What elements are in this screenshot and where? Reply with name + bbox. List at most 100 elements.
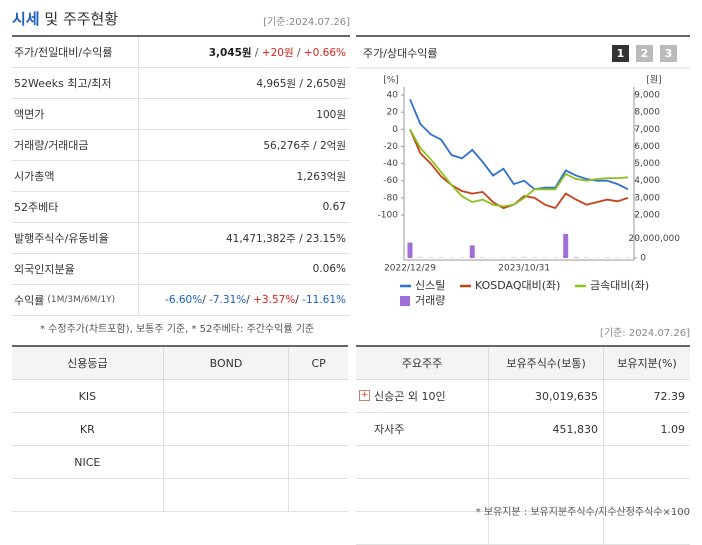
- cell: [356, 479, 489, 512]
- value-part: 3,045원: [209, 47, 252, 59]
- label-text: 시가총액: [14, 168, 54, 184]
- volume-tick-label: 0: [640, 254, 646, 264]
- y-tick-label: 20: [387, 108, 399, 118]
- row-value: 1,263억원: [139, 169, 350, 184]
- value-part: +20원: [262, 47, 294, 59]
- cell: [163, 479, 289, 512]
- y-tick-label: -60: [383, 176, 398, 186]
- y-tick-label: -20: [383, 142, 398, 152]
- cell: 451,830: [489, 413, 604, 446]
- cell: [489, 446, 604, 479]
- row-label: 주가/전일대비/수익률: [12, 37, 139, 67]
- x-tick-label: 2023/10/31: [498, 264, 550, 274]
- x-tick-label: 2022/12/29: [384, 264, 436, 274]
- value-part: 0.67: [323, 201, 346, 213]
- header-cell: 주요주주: [356, 346, 489, 380]
- y-tick-label: -40: [383, 159, 398, 169]
- label-text: 발행주식수/유동비율: [14, 230, 109, 246]
- row-value: 100원: [139, 107, 350, 122]
- header-cell: 보유지분(%): [604, 346, 690, 380]
- label-text: 주가/전일대비/수익률: [14, 44, 113, 60]
- value-part: 41,471,382주 / 23.15%: [226, 233, 346, 245]
- axis-unit: [원]: [646, 75, 661, 86]
- y2-tick-label: 4,000: [634, 176, 660, 186]
- footnote: * 보유지분 : 보유지분주식수/지수산정주식수×100: [476, 503, 690, 518]
- value-part: +3.57%: [253, 294, 295, 306]
- row-value: 0.67: [139, 201, 350, 213]
- row-label: 52Weeks 최고/최저: [12, 68, 139, 98]
- row: [356, 446, 690, 479]
- y2-tick-label: 9,000: [634, 91, 660, 101]
- row-label: 액면가: [12, 99, 139, 129]
- agency: NICE: [12, 446, 163, 479]
- header-cell: BOND: [163, 346, 289, 380]
- agency: KR: [12, 413, 163, 446]
- series-line: [410, 99, 628, 189]
- volume-bar: [563, 234, 568, 258]
- row: KIS: [12, 380, 348, 413]
- cell: [289, 479, 348, 512]
- y2-tick-label: 8,000: [634, 108, 660, 118]
- value-part: -7.31%: [209, 294, 246, 306]
- tab-label: 1: [617, 47, 625, 60]
- value-part: /: [294, 47, 304, 59]
- axis-unit: [%]: [383, 76, 399, 86]
- y-tick-label: -100: [378, 211, 399, 221]
- volume-bar: [470, 245, 475, 258]
- legend-label: KOSDAQ대비(좌): [475, 279, 560, 292]
- price-row: 52Weeks 최고/최저 4,965원 / 2,650원: [12, 68, 350, 99]
- title-sub: 및 주주현황: [44, 10, 118, 28]
- expand-icon[interactable]: +: [359, 390, 370, 401]
- y2-tick-label: 3,000: [634, 193, 660, 203]
- row: KR: [12, 413, 348, 446]
- cell: [163, 380, 289, 413]
- row: [12, 479, 348, 512]
- row: NICE: [12, 446, 348, 479]
- cell: 72.39: [604, 380, 690, 413]
- date: [기준:2024.07.26]: [263, 13, 350, 28]
- cell: 30,019,635: [489, 380, 604, 413]
- label-text: 외국인지분율: [14, 261, 75, 277]
- y-tick-label: -80: [383, 193, 398, 203]
- label-note: (1M/3M/6M/1Y): [47, 295, 115, 305]
- chart: 주가/상대수익률 1 2 3 [%] [원] 40 20 0 -20 -40 -60 -80 -100 9…: [356, 37, 690, 319]
- price-row: 액면가 100원: [12, 99, 350, 130]
- value-part: 4,965원 / 2,650원: [256, 78, 346, 90]
- cell: [289, 413, 348, 446]
- cell: 1.09: [604, 413, 690, 446]
- header-cell: 보유주식수(보통): [489, 346, 604, 380]
- cell: [604, 446, 690, 479]
- cell: [356, 512, 489, 545]
- tab-label: 2: [641, 47, 649, 60]
- value-part: 100원: [316, 109, 346, 121]
- label-text: 52주베타: [14, 199, 58, 215]
- row-value: 41,471,382주 / 23.15%: [139, 231, 350, 246]
- y-tick-label: 40: [387, 91, 399, 101]
- value-part: -6.60%: [165, 294, 202, 306]
- chart-panel: 주가/상대수익률 1 2 3 [%] [원] 40 20 0 -20 -40 -60 -80 -100 9…: [356, 35, 690, 319]
- row-value: -6.60%/ -7.31%/ +3.57%/ -11.61%: [139, 294, 350, 306]
- footnote: * 수정주가(차트포함), 보통주 기준, * 52주베타: 주간수익률 기준: [40, 320, 314, 335]
- label-text: 수익률: [14, 292, 44, 308]
- value-part: 1,263억원: [297, 171, 346, 183]
- row-label: 거래량/거래대금: [12, 130, 139, 160]
- chart-title: 주가/상대수익률: [363, 47, 438, 60]
- label-text: 거래량/거래대금: [14, 137, 89, 153]
- price-row: 외국인지분율 0.06%: [12, 254, 350, 285]
- label-text: 52Weeks 최고/최저: [14, 75, 112, 91]
- date: [기준: 2024.07.26]: [600, 324, 690, 339]
- y-tick-label: 0: [392, 125, 398, 135]
- row-label: 발행주식수/유동비율: [12, 223, 139, 253]
- agency: KIS: [12, 380, 163, 413]
- value-part: 0.06%: [313, 263, 346, 275]
- value-part: -11.61%: [302, 294, 346, 306]
- tab-label: 3: [665, 47, 673, 60]
- legend-label: 거래량: [415, 294, 445, 307]
